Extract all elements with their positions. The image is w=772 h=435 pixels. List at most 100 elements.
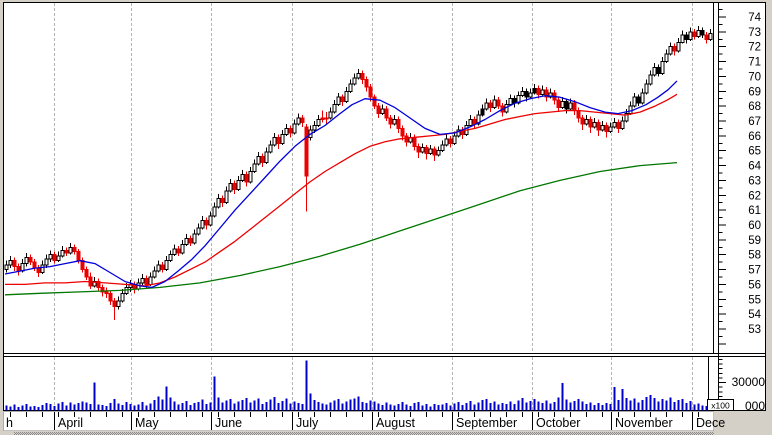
candle-body: [608, 126, 613, 132]
volume-bar: [505, 403, 508, 411]
candle-body: [520, 90, 525, 97]
volume-bar: [433, 403, 436, 411]
candle-body: [144, 277, 149, 285]
volume-bar: [109, 402, 112, 411]
candle-body: [604, 124, 609, 132]
candle-body: [252, 163, 257, 173]
volume-bar: [309, 393, 312, 411]
volume-bar: [201, 399, 204, 411]
candle-body: [704, 34, 709, 40]
candle-body: [220, 197, 225, 204]
volume-bar: [401, 402, 404, 411]
volume-bar: [617, 399, 620, 411]
volume-bar: [533, 399, 536, 411]
candle-body: [140, 277, 145, 284]
volume-bar: [349, 399, 352, 411]
volume-bar: [81, 401, 84, 411]
volume-bar: [417, 401, 420, 411]
chart-frame: [3, 2, 766, 435]
volume-bar: [605, 402, 608, 411]
volume-bar: [33, 405, 36, 411]
candle-body: [416, 145, 421, 153]
candle-body: [588, 119, 593, 128]
candle-body: [228, 182, 233, 192]
candle-body: [200, 220, 205, 229]
price-tick-label: 62: [748, 190, 761, 202]
volume-bar: [665, 400, 668, 411]
candle-body: [356, 72, 361, 79]
volume-bar: [457, 402, 460, 411]
volume-bar: [641, 399, 644, 411]
volume-bar: [137, 404, 140, 411]
volume-bar: [693, 404, 696, 411]
chart-content: 53 54 55 56 57 58 59 60 61 62 63 64 65 66 67 68 69 70 71 72…: [4, 3, 762, 430]
volume-bar: [673, 402, 676, 411]
candle-body: [336, 96, 341, 106]
volume-bar: [397, 403, 400, 411]
volume-bar: [241, 400, 244, 411]
candle-body: [64, 249, 69, 254]
candle-body: [528, 92, 533, 98]
candle-body: [316, 119, 321, 126]
volume-bar: [277, 402, 280, 411]
candle-body: [432, 148, 437, 156]
price-tick-label: 74: [748, 12, 761, 24]
volume-bar: [557, 397, 560, 411]
candle-body: [660, 61, 665, 74]
candle-body: [48, 254, 53, 260]
candle-body: [148, 276, 153, 285]
volume-bar: [321, 403, 324, 411]
candle-body: [620, 120, 625, 129]
volume-bar: [189, 405, 192, 411]
candle-body: [396, 119, 401, 129]
volume-bar: [685, 403, 688, 411]
candle-body: [368, 86, 373, 98]
candle-body: [692, 31, 697, 37]
volume-bar: [469, 401, 472, 411]
candle-body: [332, 104, 337, 113]
candle-body: [696, 29, 701, 37]
candle-body: [188, 237, 193, 244]
xaxis-labels: h April May June July August September October N…: [6, 412, 725, 430]
candle-body: [364, 78, 369, 88]
candle-body: [428, 148, 433, 155]
candle-body: [400, 127, 405, 137]
candle-body: [280, 133, 285, 144]
volume-bar: [257, 398, 260, 411]
candle-body: [456, 129, 461, 137]
volume-bar: [273, 396, 276, 411]
volume-bar: [37, 407, 40, 411]
candle-body: [572, 102, 577, 112]
candle-body: [652, 67, 657, 76]
volume-bar: [369, 400, 372, 411]
price-tick-label: 70: [748, 71, 761, 83]
long-ma-line: [4, 161, 678, 296]
candle-body: [192, 233, 197, 244]
price-tick-label: 60: [748, 220, 761, 232]
price-tick-label: 53: [748, 324, 761, 336]
candle-body: [372, 96, 377, 107]
volume-bar: [281, 401, 284, 411]
month-label: September: [456, 416, 517, 430]
volume-bar: [377, 403, 380, 411]
price-tick-label: 63: [748, 175, 761, 187]
candles: [4, 25, 713, 321]
candle-body: [700, 29, 705, 36]
volume-bar: [157, 396, 160, 411]
price-tick-label: 67: [748, 116, 761, 128]
volume-bar: [589, 402, 592, 411]
volume-bar: [553, 402, 556, 411]
volume-multiplier-label: x100: [711, 401, 730, 411]
candle-body: [264, 151, 269, 164]
volume-bar: [669, 397, 672, 411]
candle-body: [104, 291, 109, 294]
candle-body: [576, 110, 581, 119]
volume-bar: [73, 404, 76, 411]
candle-body: [424, 147, 429, 155]
volume-bar: [197, 401, 200, 411]
candle-body: [52, 254, 57, 262]
candle-body: [300, 117, 305, 123]
candle-body: [672, 46, 677, 52]
volume-bar: [393, 405, 396, 411]
candle-body: [380, 108, 385, 115]
